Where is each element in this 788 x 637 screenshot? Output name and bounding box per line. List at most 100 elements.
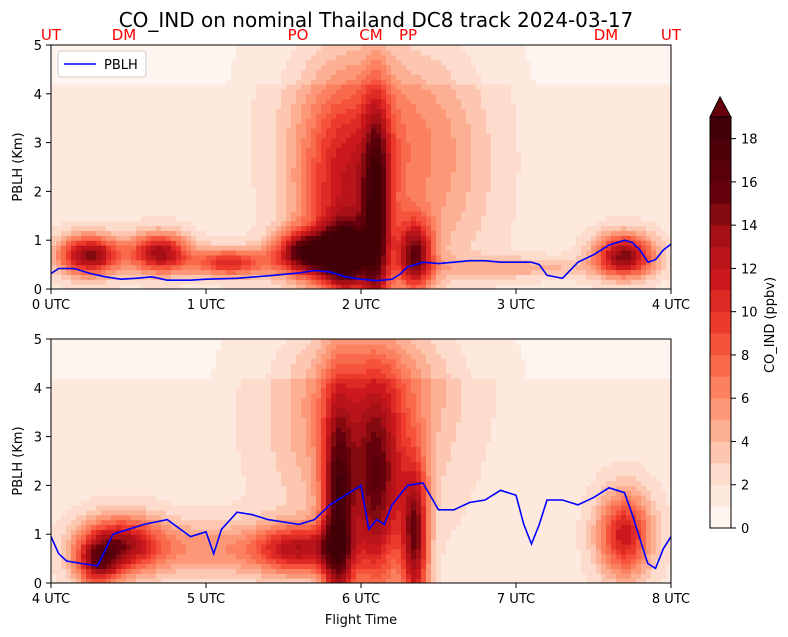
heatmap-cell	[221, 284, 227, 289]
heatmap-cell	[471, 84, 477, 90]
heatmap-cell	[71, 245, 77, 251]
heatmap-cell	[441, 274, 447, 280]
heatmap-cell	[381, 191, 387, 197]
heatmap-cell	[491, 220, 497, 227]
heatmap-cell	[116, 230, 122, 236]
heatmap-cell	[71, 249, 77, 256]
heatmap-cell	[406, 152, 412, 158]
heatmap-cell	[441, 206, 447, 212]
heatmap-cell	[111, 98, 117, 105]
heatmap-cell	[191, 88, 197, 95]
heatmap-cell	[266, 79, 272, 85]
heatmap-cell	[366, 127, 372, 134]
heatmap-cell	[331, 245, 337, 251]
heatmap-cell	[301, 274, 307, 280]
heatmap-cell	[451, 147, 457, 153]
heatmap-cell	[471, 230, 477, 236]
heatmap-cell	[106, 118, 112, 124]
heatmap-cell	[391, 245, 397, 251]
heatmap-cell	[136, 127, 142, 134]
heatmap-cell	[396, 69, 402, 75]
heatmap-cell	[271, 45, 277, 51]
heatmap-cell	[441, 245, 447, 251]
heatmap-cell	[56, 127, 62, 134]
heatmap-cell	[536, 157, 542, 163]
heatmap-cell	[346, 45, 352, 51]
heatmap-cell	[236, 264, 242, 271]
heatmap-cell	[171, 249, 177, 256]
heatmap-cell	[66, 235, 72, 241]
heatmap-cell	[201, 220, 207, 227]
heatmap-cell	[61, 176, 67, 183]
heatmap-cell	[531, 142, 537, 149]
heatmap-cell	[256, 64, 262, 70]
heatmap-cell	[476, 137, 482, 144]
heatmap-cell	[446, 123, 452, 129]
heatmap-cell	[366, 167, 372, 173]
heatmap-cell	[516, 176, 522, 183]
heatmap-cell	[226, 108, 232, 114]
heatmap-cell	[526, 108, 532, 114]
heatmap-cell	[171, 132, 177, 139]
heatmap-cell	[371, 64, 377, 70]
heatmap-cell	[126, 176, 132, 183]
heatmap-cell	[431, 69, 437, 75]
heatmap-cell	[376, 45, 382, 51]
heatmap-cell	[521, 103, 527, 110]
heatmap-cell	[336, 79, 342, 85]
heatmap-cell	[201, 147, 207, 153]
heatmap-cell	[146, 181, 152, 188]
heatmap-cell	[301, 74, 307, 80]
heatmap-cell	[451, 215, 457, 222]
heatmap-cell	[51, 206, 57, 212]
heatmap-cell	[121, 254, 127, 261]
heatmap-cell	[276, 123, 282, 129]
heatmap-cell	[521, 284, 527, 289]
heatmap-cell	[261, 123, 267, 129]
heatmap-cell	[406, 108, 412, 114]
heatmap-cell	[241, 88, 247, 95]
heatmap-cell	[86, 162, 92, 168]
heatmap-cell	[416, 69, 422, 75]
heatmap-cell	[436, 274, 442, 280]
heatmap-cell	[401, 245, 407, 251]
heatmap-cell	[271, 49, 277, 56]
heatmap-cell	[491, 118, 497, 124]
heatmap-cell	[306, 254, 312, 261]
heatmap-cell	[336, 74, 342, 80]
heatmap-cell	[391, 201, 397, 207]
heatmap-cell	[211, 240, 217, 246]
heatmap-cell	[541, 74, 547, 80]
heatmap-cell	[386, 45, 392, 51]
heatmap-cell	[451, 269, 457, 275]
heatmap-cell	[61, 157, 67, 163]
heatmap-cell	[236, 284, 242, 289]
heatmap-cell	[56, 284, 62, 289]
heatmap-cell	[161, 137, 167, 144]
heatmap-cell	[516, 162, 522, 168]
heatmap-cell	[421, 186, 427, 192]
heatmap-cell	[371, 123, 377, 129]
heatmap-cell	[366, 171, 372, 178]
heatmap-cell	[81, 220, 87, 227]
heatmap-cell	[356, 274, 362, 280]
heatmap-cell	[271, 147, 277, 153]
heatmap-cell	[376, 103, 382, 110]
heatmap-cell	[451, 137, 457, 144]
heatmap-cell	[101, 215, 107, 222]
heatmap-cell	[156, 84, 162, 90]
heatmap-cell	[226, 240, 232, 246]
heatmap-cell	[451, 113, 457, 119]
heatmap-cell	[341, 137, 347, 144]
heatmap-cell	[291, 118, 297, 124]
heatmap-cell	[56, 249, 62, 256]
heatmap-cell	[331, 201, 337, 207]
heatmap-cell	[206, 147, 212, 153]
heatmap-cell	[151, 69, 157, 75]
heatmap-cell	[486, 210, 492, 217]
heatmap-cell	[56, 123, 62, 129]
heatmap-cell	[226, 142, 232, 149]
heatmap-cell	[376, 259, 382, 266]
heatmap-cell	[236, 249, 242, 256]
heatmap-cell	[371, 245, 377, 251]
